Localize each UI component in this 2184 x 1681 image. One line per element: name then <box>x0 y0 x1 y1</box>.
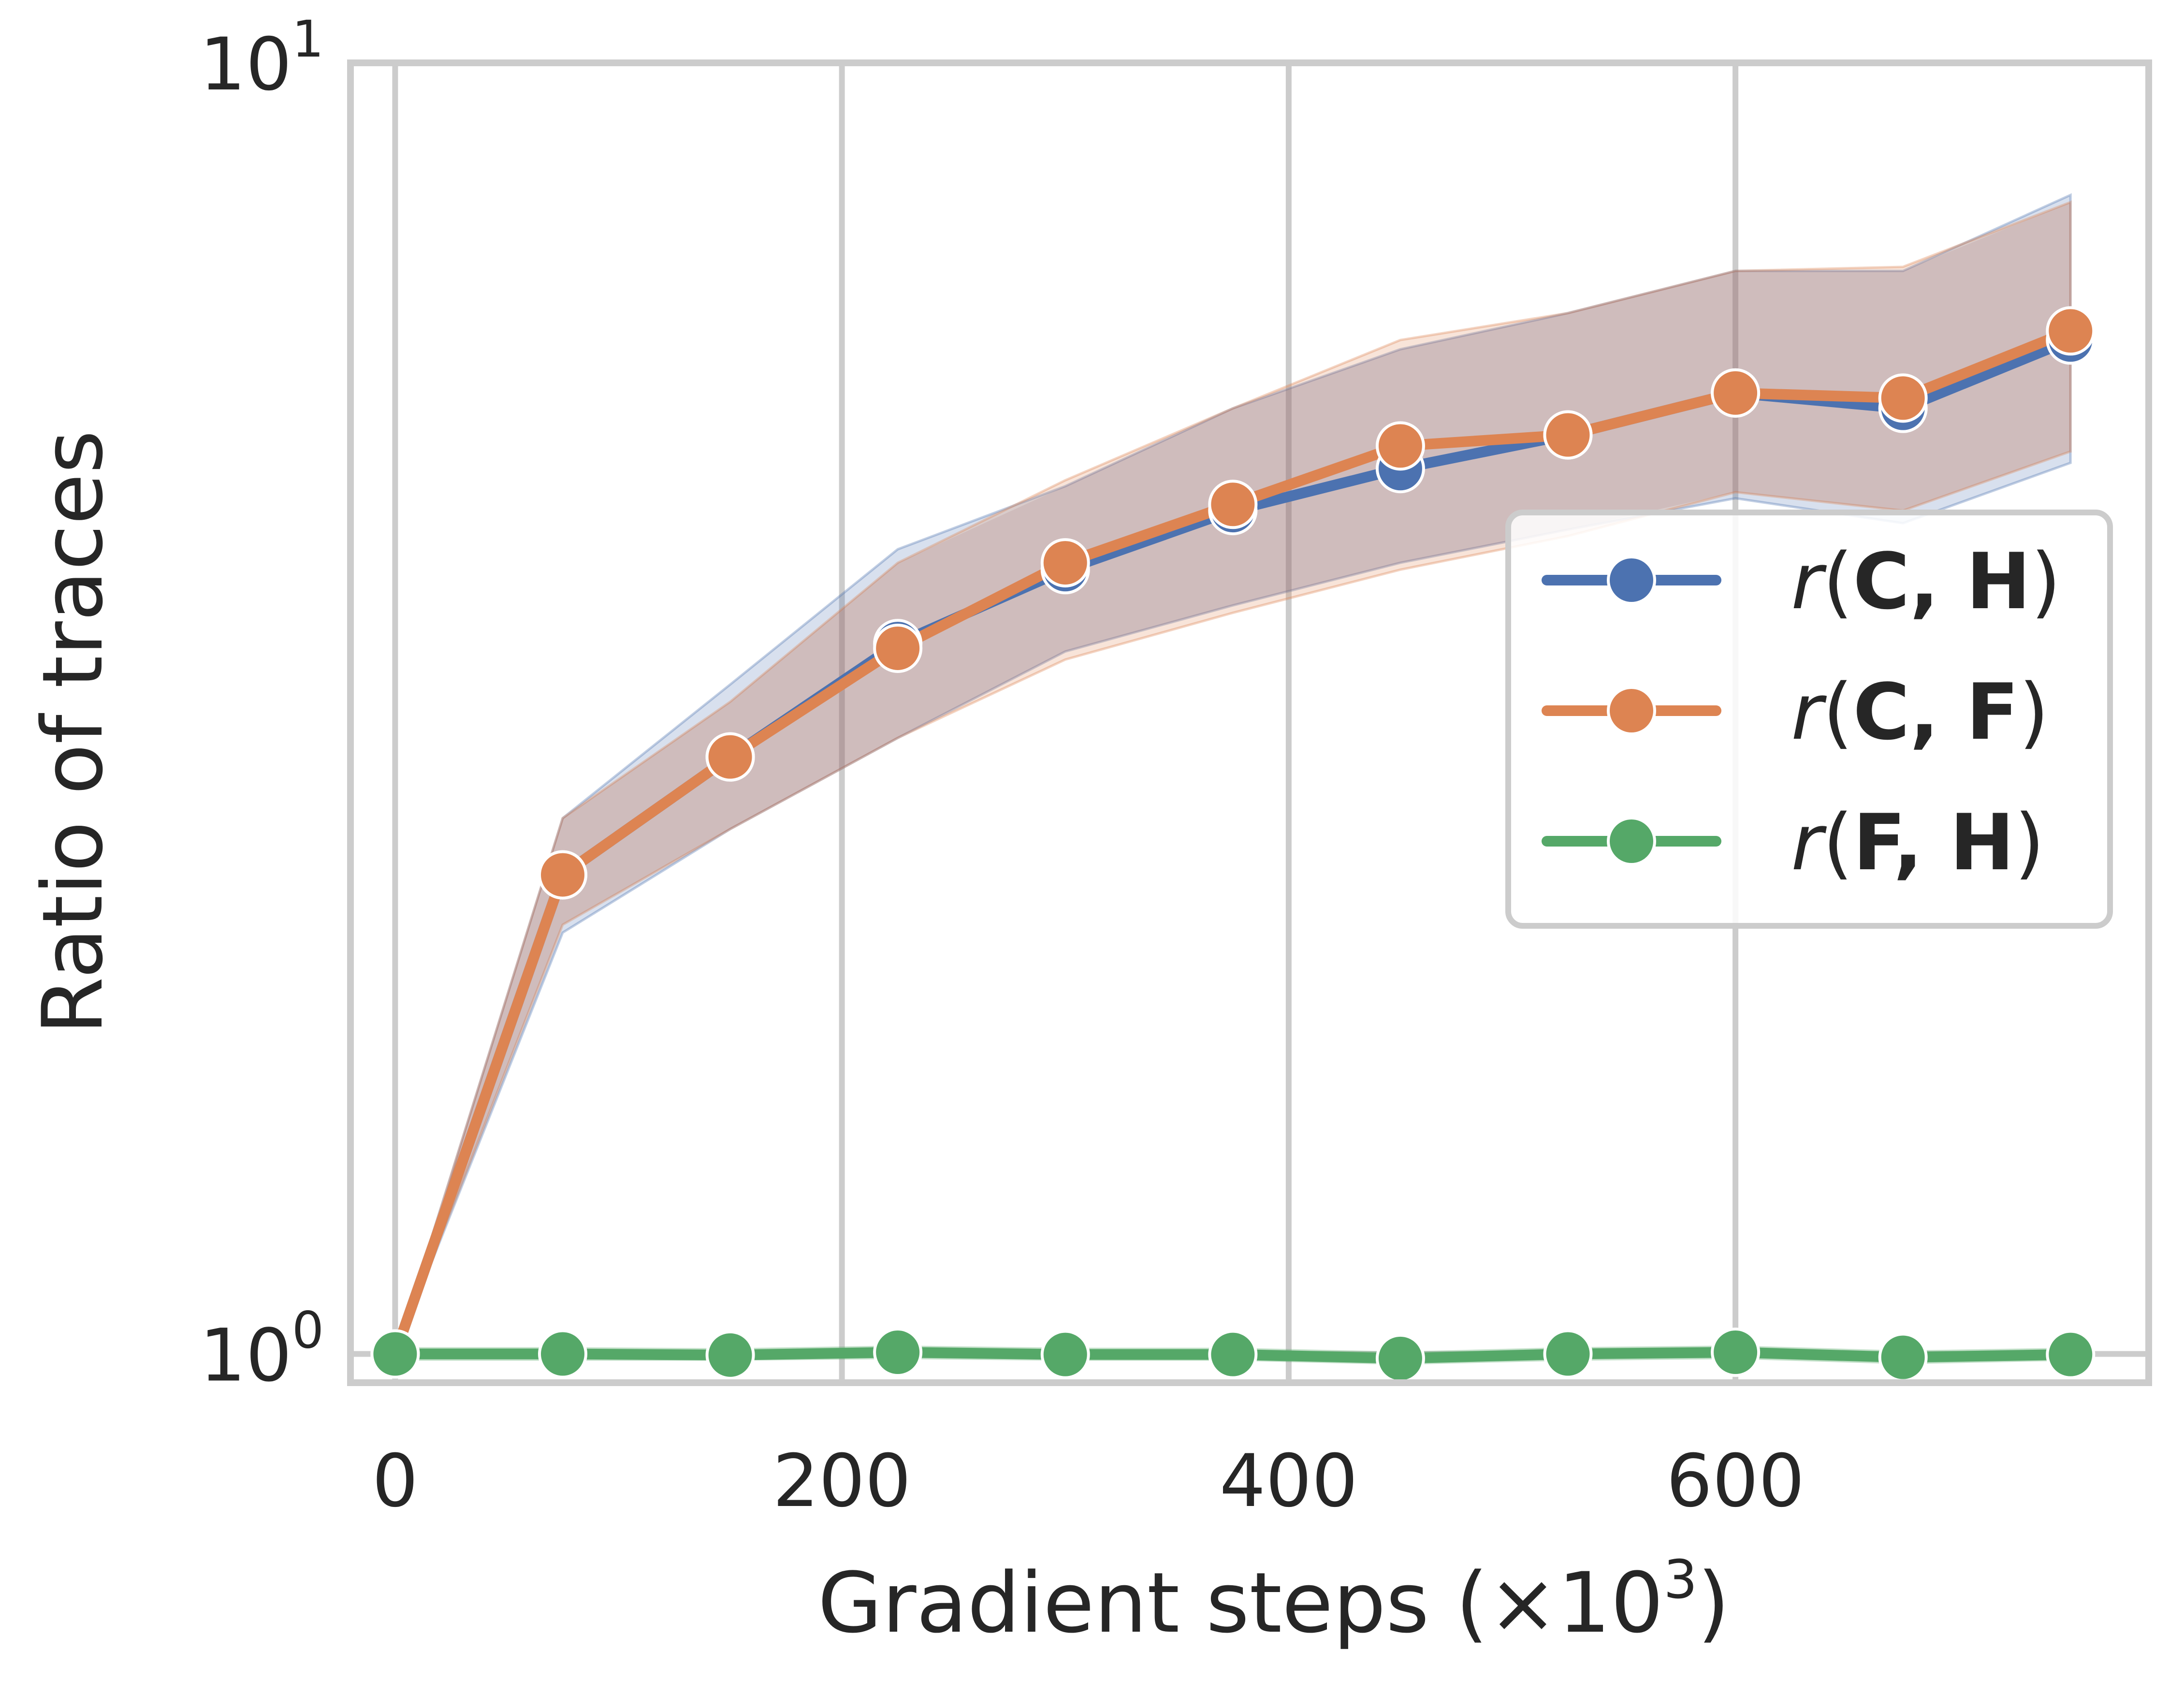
data-point <box>705 1330 755 1380</box>
data-point <box>705 732 755 782</box>
legend-entry: r(C, F) <box>1542 667 2049 757</box>
plot-frame <box>347 59 2152 1386</box>
legend-marker <box>1607 817 1656 866</box>
data-point <box>1543 410 1593 460</box>
data-point <box>1878 1332 1928 1382</box>
legend-label: r(C, H) <box>1791 536 2061 627</box>
legend-label-close: ) <box>2019 667 2049 757</box>
y-axis-label: Ratio of traces <box>24 430 121 1035</box>
x-tick-label: 0 <box>372 1439 418 1523</box>
legend-label-close: ) <box>2031 536 2061 627</box>
y-tick-label: 100 <box>200 1301 324 1398</box>
x-axis-label-exponent: 3 <box>1663 1549 1697 1610</box>
legend-label: r(F, H) <box>1791 797 2045 888</box>
data-point <box>1375 1333 1425 1383</box>
legend-label-func: r <box>1791 536 1827 627</box>
data-point <box>538 1329 588 1379</box>
data-point <box>873 1328 923 1377</box>
legend-label-args: C, H <box>1853 536 2031 627</box>
legend-marker <box>1607 555 1656 605</box>
data-point <box>2046 306 2096 356</box>
y-tick-label: 101 <box>200 10 324 107</box>
data-point <box>1375 421 1425 471</box>
data-point <box>873 623 923 673</box>
x-tick-label: 600 <box>1666 1439 1805 1523</box>
legend-label: r(C, F) <box>1791 667 2049 757</box>
y-tick-exponent: 0 <box>292 1301 324 1360</box>
y-tick-base: 10 <box>200 1314 292 1398</box>
data-point <box>1543 1329 1593 1379</box>
data-point <box>2046 1330 2096 1379</box>
legend-marker <box>1607 686 1656 735</box>
band-overlap <box>395 202 2071 1354</box>
data-point <box>538 850 588 900</box>
legend-label-close: ) <box>2014 797 2044 888</box>
legend-entry: r(C, H) <box>1542 536 2061 627</box>
legend-label-func: r <box>1791 797 1827 888</box>
legend-label-func: r <box>1791 667 1827 757</box>
legend-label-args: C, F <box>1853 667 2019 757</box>
legend-label-open: ( <box>1823 797 1853 888</box>
data-point <box>1208 480 1258 529</box>
x-axis-label-suffix: ) <box>1697 1554 1730 1652</box>
data-point <box>1878 373 1928 423</box>
data-point <box>1040 538 1090 588</box>
legend: r(C, H)r(C, F)r(F, H) <box>1505 510 2113 929</box>
y-tick-base: 10 <box>200 23 292 107</box>
data-point <box>1711 1328 1761 1377</box>
data-point <box>1208 1330 1258 1379</box>
legend-entry: r(F, H) <box>1542 797 2045 888</box>
legend-label-open: ( <box>1823 667 1853 757</box>
x-axis-label: Gradient steps (×103) <box>818 1549 1730 1652</box>
x-tick-label: 200 <box>772 1439 911 1523</box>
legend-label-open: ( <box>1823 536 1853 627</box>
series-markers <box>370 306 2096 1383</box>
y-tick-exponent: 1 <box>292 10 324 69</box>
legend-box <box>1505 510 2113 929</box>
x-tick-labels: 0 200 400 600 <box>372 1439 1805 1523</box>
x-tick-label: 400 <box>1220 1439 1358 1523</box>
legend-label-args: F, H <box>1853 797 2014 888</box>
x-axis-label-text: Gradient steps (×10 <box>818 1554 1664 1652</box>
data-point <box>1040 1330 1090 1379</box>
data-point <box>1711 368 1761 418</box>
data-point <box>370 1329 420 1379</box>
